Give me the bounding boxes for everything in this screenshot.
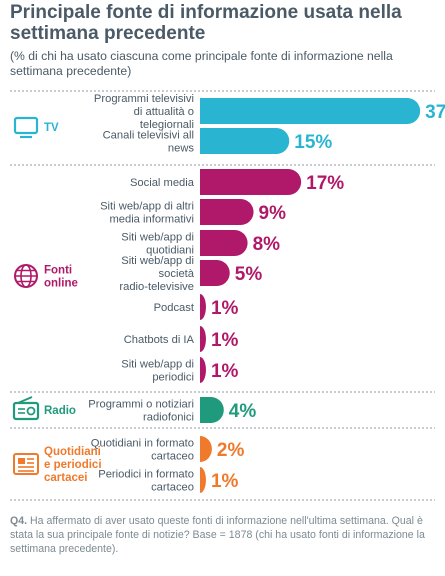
category-label: Periodici in formato cartaceo [98, 469, 194, 494]
category-label: Siti web/app di quotidiani [121, 232, 194, 257]
value-label: 1% [211, 361, 239, 382]
value-label: 2% [217, 440, 245, 461]
bar-chart: TV Programmi televisivi di attualità o tele… [10, 90, 445, 501]
footer-question-id: Q4. [10, 515, 28, 527]
value-label: 4% [229, 401, 257, 422]
value-label: 17% [306, 173, 344, 194]
value-label: 1% [211, 330, 239, 351]
value-label: 5% [235, 264, 263, 285]
bar [200, 326, 206, 352]
footer-text: Ha affermato di aver usato queste fonti … [10, 515, 425, 555]
category-label: Chatbots di IA [124, 334, 195, 346]
bar [200, 467, 206, 493]
group-label-print: Quotidiani e periodici cartacei [44, 446, 102, 484]
group-label-tv: TV [44, 122, 59, 134]
value-label: 8% [253, 234, 281, 255]
category-label: Quotidiani in formato cartaceo [91, 438, 194, 463]
bar [200, 199, 254, 225]
chart-title: Principale fonte di informazione usata n… [10, 2, 402, 44]
globe-icon [14, 264, 38, 288]
newspaper-icon [13, 453, 39, 475]
bar [200, 294, 206, 320]
bar [200, 169, 302, 195]
bar [200, 98, 421, 124]
radio-icon [12, 396, 40, 421]
category-label: Social media [130, 177, 195, 189]
group-label-online: Fonti online [44, 265, 78, 290]
category-label: Programmi televisivi di attualità o telegi… [94, 93, 194, 131]
bar [200, 436, 212, 462]
bar [200, 397, 224, 423]
category-label: Canali televisivi all news [103, 130, 195, 155]
tv-icon [13, 116, 39, 139]
value-label: 1% [211, 298, 239, 319]
category-label: Siti web/app di periodici [121, 359, 194, 384]
category-label: Podcast [154, 302, 195, 314]
bar [200, 230, 248, 256]
chart-subtitle: (% di chi ha usato ciascuna come princip… [10, 49, 393, 78]
bar [200, 357, 206, 383]
bar [200, 260, 230, 286]
value-label: 1% [211, 471, 239, 492]
bar [200, 128, 290, 154]
category-label: Siti web/app di altri media informativi [100, 201, 194, 226]
value-label: 37% [425, 102, 445, 123]
value-label: 15% [294, 132, 332, 153]
category-label: Siti web/app di società radio-televisive [119, 255, 194, 293]
category-label: Programmi o notiziari radiofonici [88, 399, 194, 424]
group-label-radio: Radio [44, 405, 76, 417]
footer-note: Q4. Ha affermato di aver usato queste fo… [10, 514, 435, 556]
value-label: 9% [259, 203, 287, 224]
